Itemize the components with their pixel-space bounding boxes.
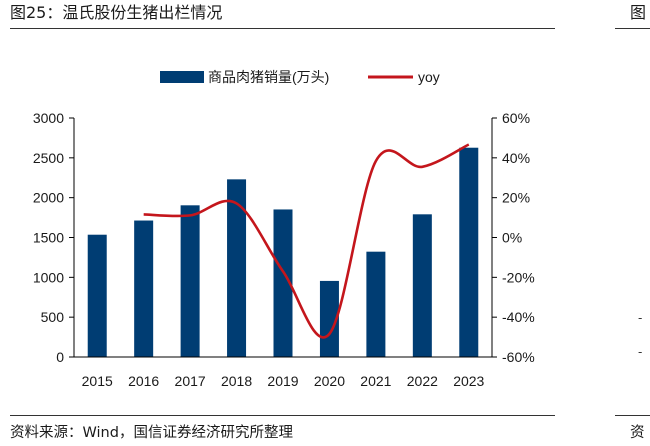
right-panel-source: 资: [630, 425, 645, 441]
right-title-rule: [615, 28, 650, 29]
x-tick-label: 2020: [314, 373, 345, 389]
right-tick-label: 40%: [502, 150, 530, 166]
legend-bar-swatch: [160, 71, 204, 83]
legend: 商品肉猪销量(万头) yoy: [160, 69, 440, 85]
left-tick-label: 1500: [33, 230, 64, 246]
x-tick-label: 2015: [82, 373, 113, 389]
right-footer-rule: [615, 415, 650, 416]
bars: [87, 147, 479, 357]
right-tick-label: -20%: [502, 269, 535, 285]
bar-2022: [412, 214, 432, 357]
bar-2023: [459, 147, 479, 357]
right-panel-title: 图: [630, 3, 647, 22]
left-tick-label: 2000: [33, 190, 64, 206]
axes: 0 500 1000 1500 2000 2500 3000 -60% -40% -20% 0% 20…: [33, 110, 535, 389]
right-stray-mark: -: [638, 345, 643, 359]
bar-2016: [134, 220, 154, 357]
left-tick-label: 1000: [33, 269, 64, 285]
legend-bar-label: 商品肉猪销量(万头): [208, 69, 329, 85]
x-tick-label: 2018: [221, 373, 252, 389]
bar-2018: [227, 179, 247, 357]
title-rule: [10, 28, 555, 29]
x-tick-label: 2022: [407, 373, 438, 389]
right-tick-label: -60%: [502, 349, 535, 365]
x-tick-label: 2019: [267, 373, 298, 389]
left-tick-label: 2500: [33, 150, 64, 166]
legend-line-label: yoy: [418, 69, 440, 85]
right-tick-label: 60%: [502, 110, 530, 126]
bar-2017: [180, 205, 200, 357]
x-tick-label: 2017: [175, 373, 206, 389]
footer-rule: [10, 415, 555, 416]
bar-2021: [366, 251, 386, 357]
left-tick-label: 3000: [33, 110, 64, 126]
x-tick-label: 2016: [128, 373, 159, 389]
left-tick-label: 500: [41, 309, 65, 325]
right-tick-label: -40%: [502, 309, 535, 325]
left-panel-source: 资料来源：Wind，国信证券经济研究所整理: [10, 425, 293, 441]
yoy-line: [143, 143, 470, 339]
right-panel-clip: 图 - - 资: [598, 0, 650, 446]
bar-2015: [87, 234, 107, 357]
right-tick-label: 20%: [502, 190, 530, 206]
bar-2019: [273, 209, 293, 357]
left-panel-title: 图25：温氏股份生猪出栏情况: [10, 3, 223, 22]
x-tick-label: 2021: [360, 373, 391, 389]
right-stray-mark: -: [638, 311, 643, 325]
x-tick-label: 2023: [453, 373, 484, 389]
left-tick-label: 0: [56, 349, 64, 365]
right-tick-label: 0%: [502, 230, 522, 246]
